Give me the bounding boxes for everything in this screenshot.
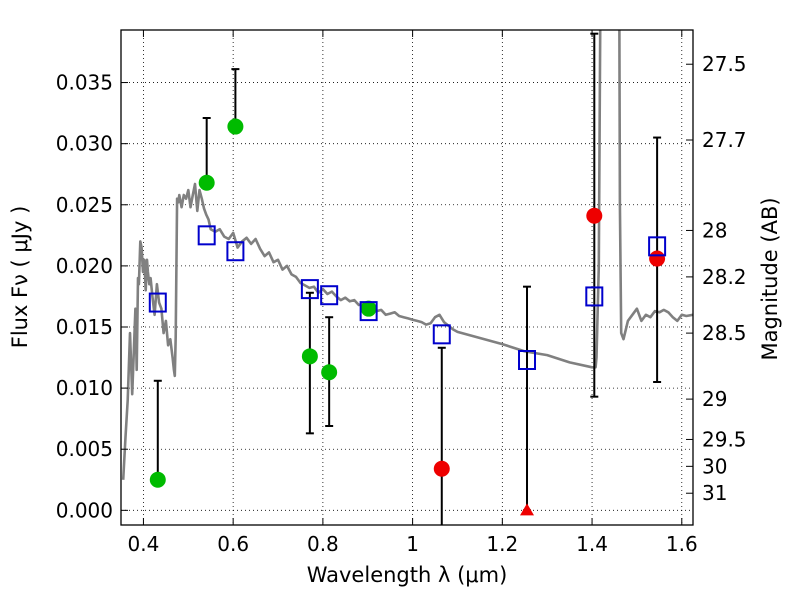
model-square (226, 241, 245, 262)
optical-point (198, 174, 215, 191)
ticks: 0.4 0.6 0.8 1 1.2 1.4 1.6 0.000 0.005 0.010 0.015 0… (56, 30, 747, 556)
infrared-point (649, 250, 666, 267)
model-square (359, 301, 378, 322)
x-tick-label: 0.4 (128, 532, 160, 556)
y-tick-label: 0.025 (56, 193, 113, 217)
y-axis-label-right: Magnitude (AB) (758, 197, 782, 360)
x-tick-label: 0.8 (307, 532, 339, 556)
model-square (320, 285, 339, 306)
mag-tick-label: 27.7 (702, 128, 747, 152)
mag-tick-label: 31 (702, 481, 727, 505)
model-square (197, 225, 216, 246)
optical-point (360, 300, 377, 317)
y-tick-label: 0.035 (56, 71, 113, 95)
optical-point (321, 364, 338, 381)
y-tick-label: 0.010 (56, 376, 113, 400)
y-tick-label: 0.030 (56, 132, 113, 156)
markers-layer (148, 32, 667, 525)
sed-line (121, 30, 693, 480)
x-tick-label: 0.6 (217, 532, 249, 556)
optical-point (227, 118, 244, 135)
mag-tick-label: 28 (702, 218, 727, 242)
mag-tick-label: 27.5 (702, 52, 747, 76)
plot-frame (120, 29, 694, 526)
model-square (300, 279, 319, 300)
x-axis-label: Wavelength λ (μm) (307, 563, 508, 587)
x-tick-label: 1 (406, 532, 419, 556)
optical-point (301, 348, 318, 365)
model-square (585, 286, 604, 307)
y-axis-label-left: Flux Fν ( μJy ) (8, 206, 32, 349)
model-square (648, 236, 667, 257)
y-tick-label: 0.000 (56, 498, 113, 522)
x-tick-label: 1.6 (666, 532, 698, 556)
y-tick-label: 0.020 (56, 254, 113, 278)
mag-tick-label: 29.5 (702, 427, 747, 451)
optical-point (149, 471, 166, 488)
plot-area (121, 30, 693, 480)
model-square (432, 324, 451, 345)
mag-tick-label: 30 (702, 454, 727, 478)
infrared-point (586, 207, 603, 224)
infrared-point (433, 460, 450, 477)
y-tick-label: 0.015 (56, 315, 113, 339)
x-tick-label: 1.4 (576, 532, 608, 556)
mag-tick-label: 28.2 (702, 265, 747, 289)
model-square (518, 350, 537, 370)
y-tick-label: 0.005 (56, 437, 113, 461)
model-square (148, 292, 167, 313)
mag-tick-label: 28.5 (702, 321, 747, 345)
mag-tick-label: 29 (702, 387, 727, 411)
upper-limit-triangle (520, 503, 535, 516)
x-tick-label: 1.2 (486, 532, 518, 556)
